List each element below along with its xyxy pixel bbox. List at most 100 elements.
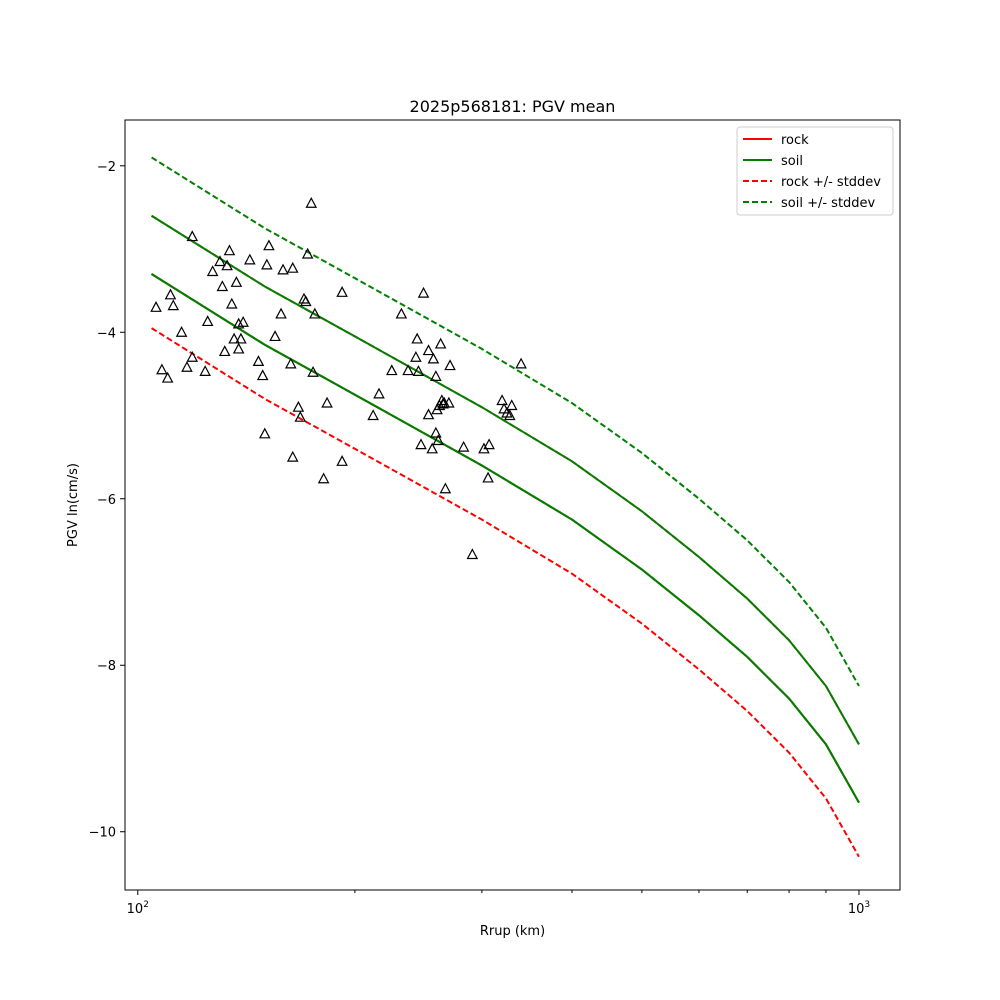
observation-marker — [216, 280, 229, 292]
observation-marker — [221, 259, 233, 271]
observation-marker — [395, 307, 408, 319]
observation-marker — [218, 345, 231, 357]
observation-marker — [432, 434, 445, 446]
y-tick-label: −10 — [89, 826, 116, 841]
observation-marker — [164, 288, 177, 300]
observation-marker — [228, 332, 240, 344]
observation-marker — [443, 396, 455, 408]
y-tick-label: −2 — [97, 160, 116, 175]
observation-marker — [186, 350, 199, 362]
legend-box — [736, 126, 894, 216]
observation-marker — [167, 299, 180, 311]
x-tick-label-exponent: 3 — [864, 900, 870, 910]
observation-marker — [230, 276, 243, 287]
observation-marker — [300, 295, 312, 307]
observation-marker — [252, 355, 265, 367]
observation-marker — [225, 297, 238, 309]
observation-marker — [515, 357, 527, 369]
observation-marker — [496, 394, 508, 406]
y-tick-label: −4 — [97, 326, 116, 341]
observation-marker — [336, 286, 348, 297]
chart-title: 2025p568181: PGV mean — [410, 97, 616, 116]
observation-marker — [232, 342, 245, 354]
observation-marker — [430, 426, 442, 438]
observation-marker — [410, 350, 422, 362]
observation-marker — [292, 400, 305, 412]
y-axis-label: PGV ln(cm/s) — [66, 463, 81, 547]
observation-marker — [415, 438, 427, 450]
observation-marker — [244, 253, 256, 265]
x-tick-label: 103 — [848, 900, 870, 917]
observation-marker — [199, 365, 211, 376]
observation-marker — [263, 239, 275, 251]
x-tick-label-base: 10 — [848, 902, 865, 917]
y-tick-label: −6 — [97, 493, 116, 508]
observation-marker — [439, 482, 452, 494]
observation-marker — [285, 357, 297, 369]
observation-marker — [206, 265, 219, 277]
observation-marker — [305, 196, 318, 208]
observation-marker — [430, 370, 442, 381]
observation-marker — [186, 230, 199, 242]
observation-marker — [422, 408, 435, 420]
observation-marker — [434, 337, 447, 349]
legend-label: rock — [781, 133, 809, 148]
observation-marker — [237, 316, 249, 327]
x-tick-label-exponent: 2 — [143, 900, 149, 910]
observation-marker — [427, 352, 440, 364]
observation-marker — [504, 409, 516, 421]
observation-marker — [201, 315, 214, 327]
legend: rock soil rock +/- stddev soil +/- stddev — [736, 126, 894, 216]
observation-marker — [161, 371, 174, 383]
observation-marker — [269, 330, 281, 342]
observation-marker — [505, 399, 518, 411]
observation-marker — [309, 307, 321, 319]
observation-marker — [301, 247, 314, 259]
x-axis: 102 103 — [127, 890, 870, 917]
observation-marker — [457, 440, 470, 452]
observation-marker — [275, 307, 287, 319]
observation-marker — [444, 359, 456, 371]
observation-marker — [411, 332, 423, 344]
legend-label: soil +/- stddev — [781, 196, 876, 211]
observation-marker — [286, 261, 299, 273]
observation-marker — [402, 364, 414, 376]
observation-marker — [385, 364, 398, 376]
observation-marker — [232, 317, 245, 329]
observation-marker — [175, 325, 188, 337]
y-axis: −2 −4 −6 −8 −10 — [89, 160, 125, 841]
observation-marker — [223, 244, 236, 256]
y-tick-label: −8 — [97, 659, 116, 674]
series-line-soil-mean-upper — [151, 214, 860, 745]
x-tick-label-base: 10 — [127, 902, 144, 917]
observation-marker — [286, 450, 299, 462]
legend-label: soil — [781, 154, 803, 169]
observation-marker — [412, 365, 425, 376]
observation-marker — [422, 344, 435, 356]
observation-marker — [150, 301, 162, 312]
observation-marker — [235, 332, 247, 344]
observation-marker — [277, 263, 289, 275]
observation-marker — [256, 369, 269, 381]
x-tick-label: 102 — [127, 900, 149, 917]
observation-marker — [214, 255, 226, 267]
plot-area — [150, 156, 860, 858]
observation-marker — [261, 258, 273, 270]
observation-marker — [426, 442, 438, 454]
observation-marker — [307, 365, 319, 377]
observation-marker — [483, 438, 495, 450]
x-axis-label: Rrup (km) — [480, 924, 545, 939]
observation-marker — [181, 360, 193, 372]
observation-marker — [294, 410, 307, 422]
observation-marker — [258, 427, 271, 439]
observation-marker — [482, 471, 494, 483]
observation-marker — [373, 387, 385, 399]
observation-marker — [466, 548, 479, 560]
observation-marker — [317, 472, 330, 484]
observation-marker — [417, 286, 430, 298]
observation-marker — [336, 455, 348, 466]
legend-label: rock +/- stddev — [781, 175, 881, 190]
observation-marker — [367, 409, 379, 421]
observation-marker — [156, 363, 168, 375]
